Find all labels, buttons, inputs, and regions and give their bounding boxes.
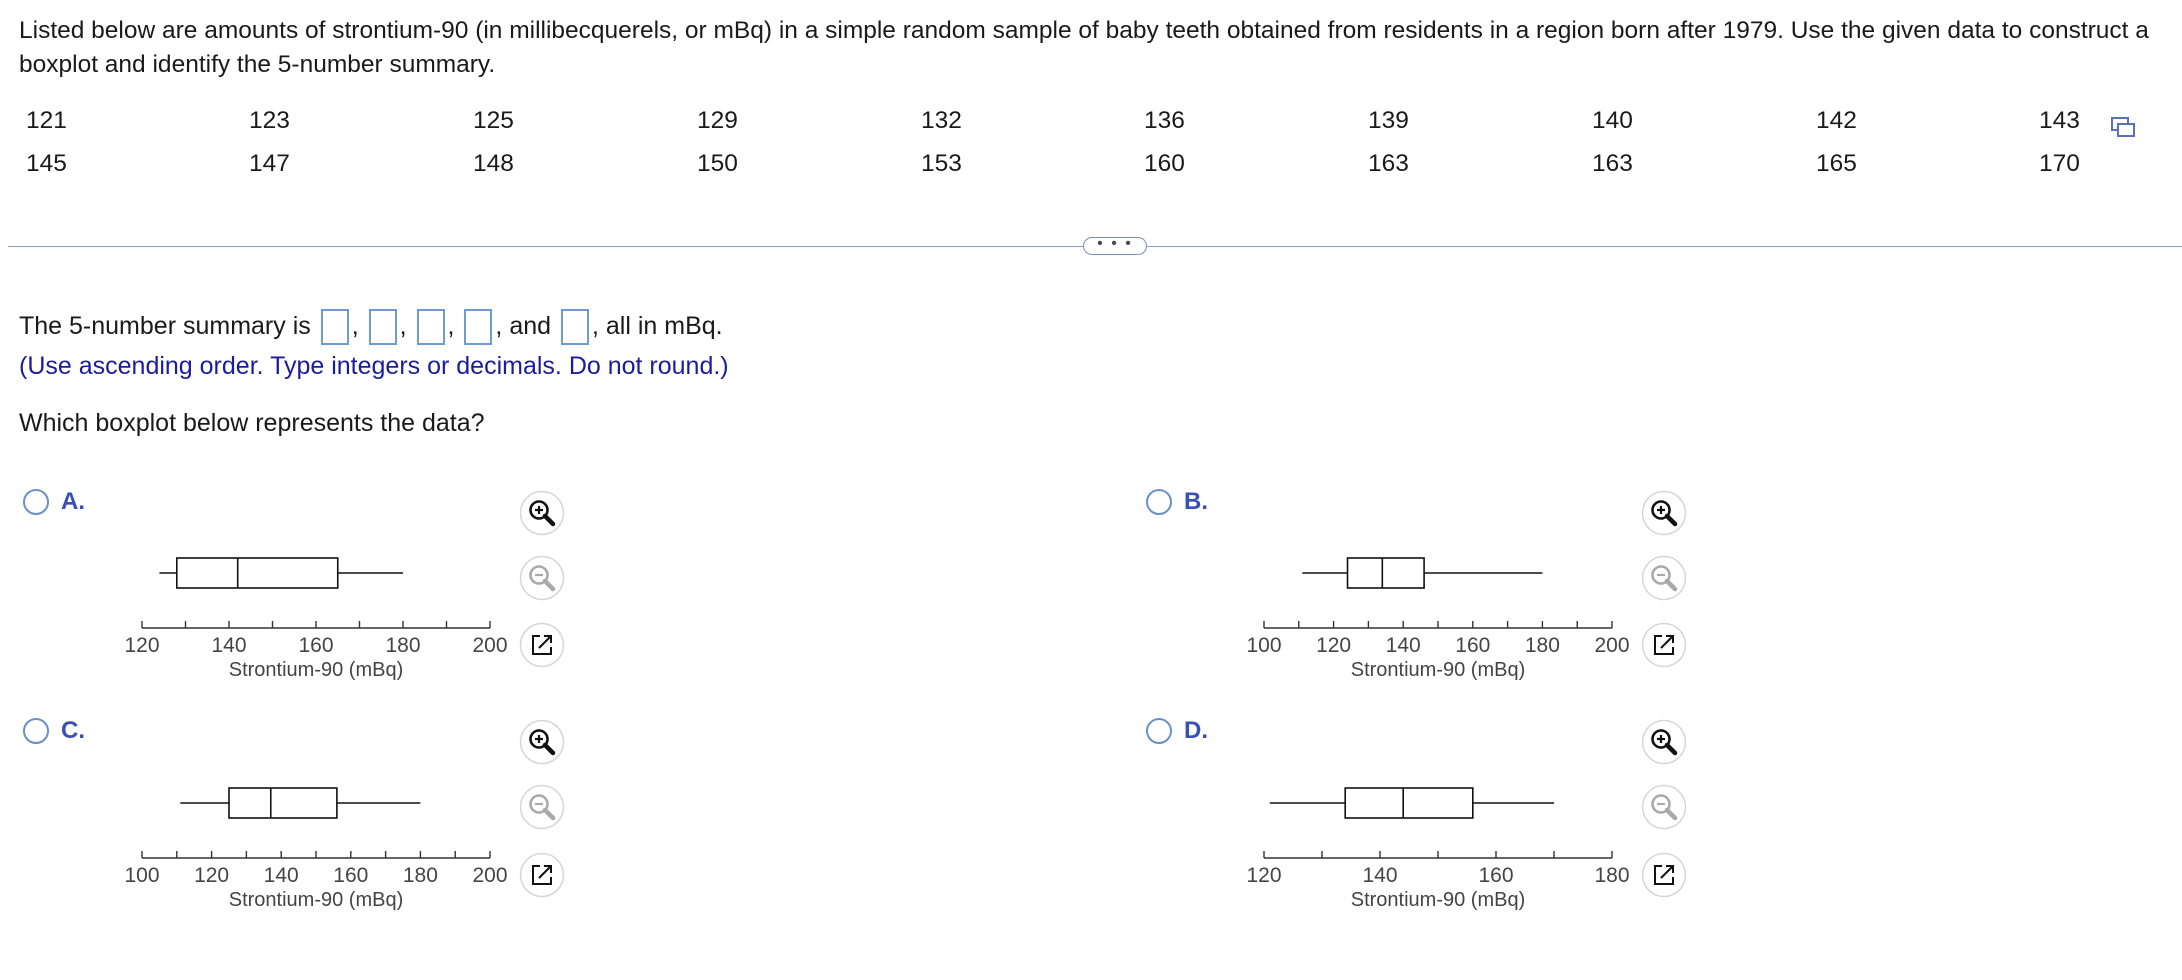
zoom-out-icon[interactable]	[1641, 555, 1687, 601]
data-value: 142	[1816, 107, 1857, 134]
zoom-out-icon[interactable]	[1641, 784, 1687, 830]
boxplot-question: Which boxplot below represents the data?	[19, 409, 485, 437]
answer-instructions: (Use ascending order. Type integers or d…	[19, 352, 729, 380]
tick-label: 120	[1246, 864, 1281, 887]
zoom-in-icon[interactable]	[1641, 719, 1687, 765]
box-iqr	[176, 557, 339, 589]
option-d-label[interactable]: D.	[1184, 717, 1208, 744]
popout-icon[interactable]	[519, 622, 565, 668]
tick-label: 180	[1525, 634, 1560, 657]
q1-answer-box[interactable]	[368, 309, 397, 346]
zoom-in-icon[interactable]	[519, 490, 565, 536]
summary-separator: ,	[399, 312, 407, 340]
tick-label: 100	[124, 864, 159, 887]
data-row: 145 147 148 150 153 160 163 163 165 170	[26, 147, 2086, 181]
tick-label: 140	[264, 864, 299, 887]
data-value: 123	[249, 107, 290, 134]
question-text: Listed below are amounts of strontium-90…	[19, 17, 2149, 78]
x-axis-label: Strontium-90 (mBq)	[1351, 889, 1526, 911]
option-b-label[interactable]: B.	[1184, 488, 1208, 515]
option-d-radio[interactable]	[1146, 718, 1172, 744]
data-row: 121 123 125 129 132 136 139 140 142 143	[26, 104, 2086, 138]
summary-prefix: The 5-number summary is	[19, 312, 311, 340]
x-axis-label: Strontium-90 (mBq)	[229, 889, 404, 911]
zoom-in-icon[interactable]	[1641, 490, 1687, 536]
option-c-boxplot: 100 120 140 160 180 200 Strontium-90 (mBq)	[124, 787, 508, 911]
data-value: 153	[921, 150, 962, 177]
popout-icon[interactable]	[519, 852, 565, 898]
tick-label: 140	[1386, 634, 1421, 657]
option-d-boxplot: 120 140 160 180 Strontium-90 (mBq)	[1246, 787, 1630, 911]
tick-label: 180	[403, 864, 438, 887]
option-a-radio[interactable]	[23, 489, 49, 515]
copy-icon[interactable]	[2110, 114, 2136, 140]
min-answer-box[interactable]	[320, 309, 349, 346]
tick-label: 120	[1316, 634, 1351, 657]
tick-label: 140	[211, 634, 246, 657]
data-value: 132	[921, 107, 962, 134]
summary-separator: ,	[447, 312, 455, 340]
median-answer-box[interactable]	[416, 309, 445, 346]
data-value: 147	[249, 150, 290, 177]
tick-label: 200	[472, 634, 507, 657]
tick-label: 140	[1362, 864, 1397, 887]
tick-label: 180	[1594, 864, 1629, 887]
box-iqr	[1346, 557, 1425, 589]
data-value: 129	[697, 107, 738, 134]
tick-label: 200	[1594, 634, 1629, 657]
zoom-out-icon[interactable]	[519, 555, 565, 601]
summary-and: , and	[495, 312, 552, 340]
zoom-out-icon[interactable]	[519, 784, 565, 830]
q3-answer-box[interactable]	[464, 309, 493, 346]
box-iqr	[228, 787, 338, 819]
tick-label: 120	[194, 864, 229, 887]
option-a-boxplot: 120 140 160 180 200 Strontium-90 (mBq)	[124, 557, 508, 681]
option-c-radio[interactable]	[23, 718, 49, 744]
data-value: 143	[2039, 107, 2080, 134]
data-value: 140	[1592, 107, 1633, 134]
data-value: 125	[473, 107, 514, 134]
data-value: 148	[473, 150, 514, 177]
data-value: 145	[26, 150, 67, 177]
x-axis-label: Strontium-90 (mBq)	[1351, 659, 1526, 681]
tick-label: 120	[124, 634, 159, 657]
option-b-boxplot: 100 120 140 160 180 200 Strontium-90 (mBq)	[1246, 557, 1630, 681]
data-value: 160	[1144, 150, 1185, 177]
data-value: 136	[1144, 107, 1185, 134]
tick-label: 160	[1455, 634, 1490, 657]
summary-suffix: , all in mBq.	[591, 312, 723, 340]
option-b-radio[interactable]	[1146, 489, 1172, 515]
data-value: 163	[1368, 150, 1409, 177]
tick-label: 160	[333, 864, 368, 887]
tick-label: 160	[298, 634, 333, 657]
zoom-in-icon[interactable]	[519, 719, 565, 765]
data-value: 165	[1816, 150, 1857, 177]
data-value: 163	[1592, 150, 1633, 177]
x-axis-label: Strontium-90 (mBq)	[229, 659, 404, 681]
five-number-summary: The 5-number summary is , , , , and , al…	[19, 306, 723, 346]
popout-icon[interactable]	[1641, 622, 1687, 668]
summary-separator: ,	[351, 312, 359, 340]
max-answer-box[interactable]	[560, 309, 589, 346]
tick-label: 160	[1478, 864, 1513, 887]
data-value: 139	[1368, 107, 1409, 134]
tick-label: 100	[1246, 634, 1281, 657]
option-a-label[interactable]: A.	[61, 488, 85, 515]
data-value: 150	[697, 150, 738, 177]
data-value: 121	[26, 107, 67, 134]
tick-label: 200	[472, 864, 507, 887]
tick-label: 180	[385, 634, 420, 657]
show-more-button[interactable]: • • •	[1083, 236, 1147, 255]
popout-icon[interactable]	[1641, 852, 1687, 898]
data-value: 170	[2039, 150, 2080, 177]
box-iqr	[1344, 787, 1474, 819]
option-c-label[interactable]: C.	[61, 717, 85, 744]
